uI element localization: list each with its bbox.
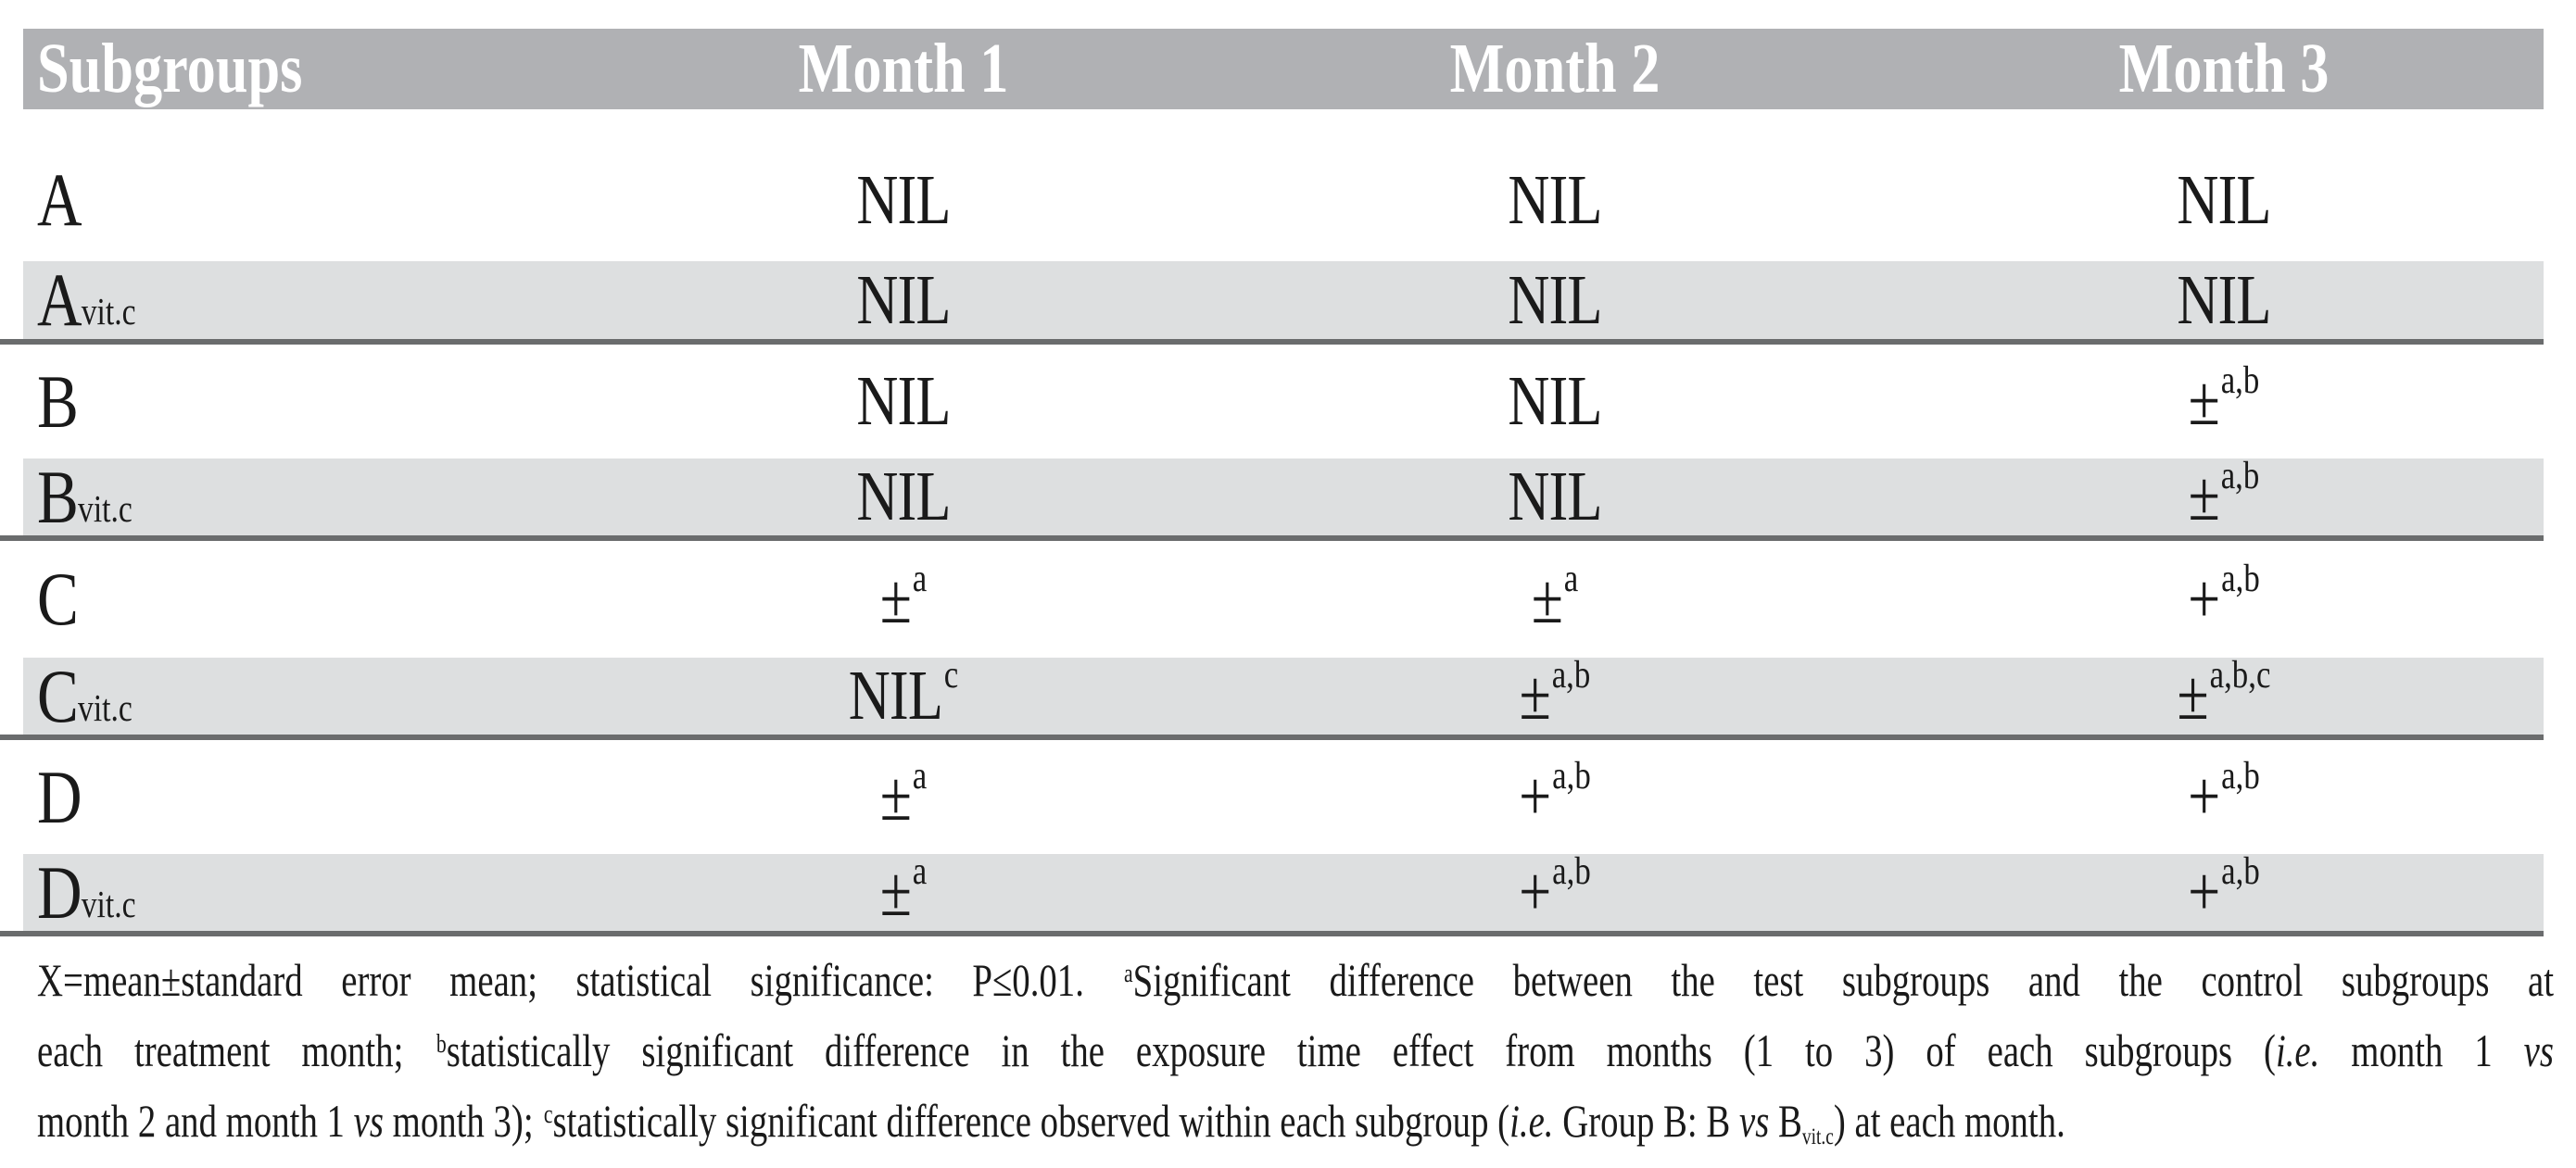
table-cell: ± a,b	[2188, 358, 2260, 440]
table-row: D ± a + a,b + a,b	[0, 740, 2544, 854]
table-cell: ± a	[879, 556, 928, 638]
table-cell: + a,b	[2188, 849, 2260, 931]
table-footnote: X=mean±standard error mean; statistical …	[37, 945, 2554, 1156]
table-row: B NIL NIL ± a,b	[0, 345, 2544, 458]
column-header-month-3: Month 3	[2118, 30, 2330, 107]
table-cell: ± a	[879, 754, 928, 835]
table-cell: NIL	[856, 260, 951, 339]
table-cell: NIL	[2177, 160, 2271, 239]
row-label: D	[37, 754, 82, 839]
row-label: C	[37, 557, 79, 641]
column-header-month-2: Month 2	[1449, 30, 1661, 107]
table-cell: NIL	[2177, 260, 2271, 339]
table-row: C ± a ± a + a,b	[0, 541, 2544, 658]
table-cell: NIL	[856, 458, 951, 535]
table-cell: NIL	[1508, 458, 1602, 535]
table-cell: ± a	[879, 849, 928, 931]
table-cell: NIL	[1508, 260, 1602, 339]
table-cell: + a,b	[1519, 849, 1591, 931]
row-label: B	[37, 358, 79, 444]
column-header-subgroups: Subgroups	[37, 30, 303, 107]
footnote-line: month 2 and month 1 vs month 3); cstatis…	[37, 1095, 2065, 1149]
table-cell: ± a,b,c	[2177, 653, 2271, 735]
table-cell: NIL	[856, 160, 951, 239]
table-cell: NIL	[856, 362, 951, 440]
table-cell: NIL c	[848, 653, 959, 735]
column-header-month-1: Month 1	[798, 30, 1009, 107]
footnote-line: X=mean±standard error mean; statistical …	[37, 954, 2554, 1006]
table-cell: ± a,b	[2188, 454, 2260, 535]
table-cell: + a,b	[1519, 754, 1591, 835]
table-cell: NIL	[1508, 160, 1602, 239]
footnote-line: each treatment month; bstatistically sig…	[37, 1024, 2554, 1076]
table-row: A NIL NIL NIL	[0, 109, 2544, 261]
table-cell: NIL	[1508, 362, 1602, 440]
table-cell: ± a	[1531, 556, 1579, 638]
table-cell: + a,b	[2188, 754, 2260, 835]
row-label: A	[37, 157, 82, 242]
table-header-row: Subgroups Month 1 Month 2 Month 3	[23, 29, 2544, 109]
table-cell: + a,b	[2188, 556, 2260, 638]
table-cell: ± a,b	[1519, 653, 1591, 735]
